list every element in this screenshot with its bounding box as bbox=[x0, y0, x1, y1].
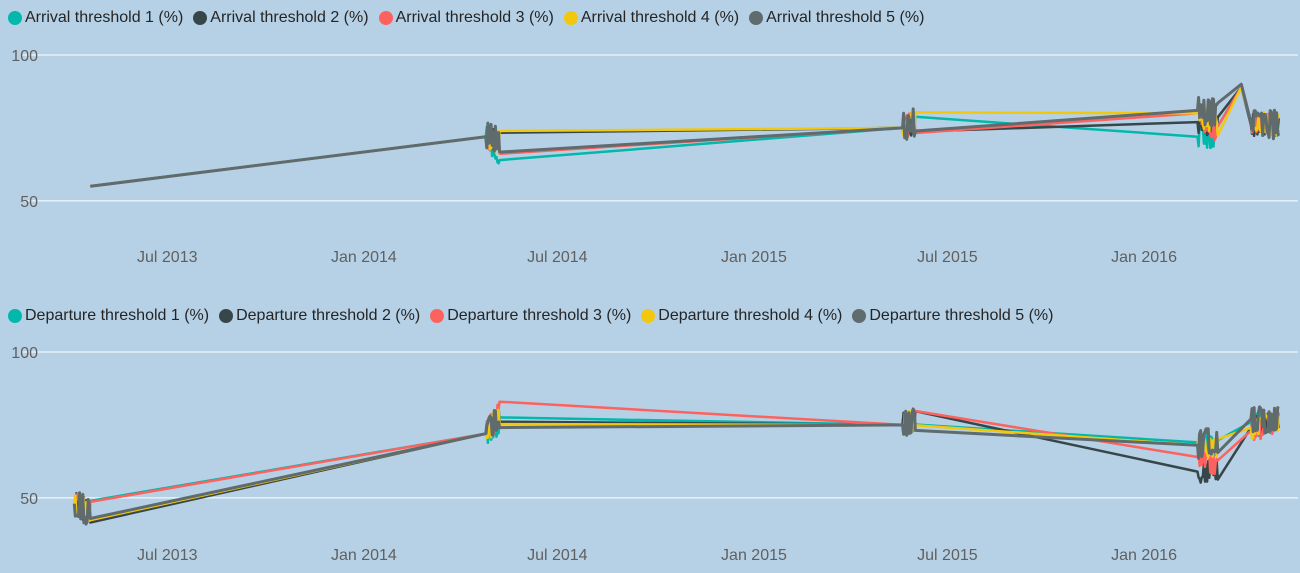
departure-line-chart[interactable]: 100 50 Jul 2013 Jan 2014 Jul 2014 Jan 2015 Jul… bbox=[0, 298, 1300, 573]
legend-label: Arrival threshold 5 (%) bbox=[766, 9, 925, 26]
legend-dot-icon bbox=[563, 11, 578, 25]
legend-label: Departure threshold 3 (%) bbox=[447, 307, 632, 324]
legend-label: Arrival threshold 2 (%) bbox=[210, 9, 369, 26]
legend-item[interactable]: Departure threshold 3 (%) bbox=[430, 307, 631, 325]
legend-dot-icon bbox=[852, 309, 867, 323]
series-line[interactable] bbox=[90, 85, 1280, 188]
legend-dot-icon bbox=[8, 309, 22, 323]
arrival-chart-panel: Arrival threshold 1 (%) Arrival threshol… bbox=[0, 0, 1300, 290]
legend-item[interactable]: Departure threshold 1 (%) bbox=[8, 307, 209, 325]
y-tick-label: 100 bbox=[11, 345, 38, 362]
legend-item[interactable]: Arrival threshold 4 (%) bbox=[563, 9, 740, 27]
x-tick-label: Jul 2014 bbox=[527, 249, 588, 266]
series-line[interactable] bbox=[90, 82, 1281, 188]
legend-item[interactable]: Arrival threshold 5 (%) bbox=[749, 9, 924, 27]
legend-dot-icon bbox=[219, 309, 234, 323]
legend-item[interactable]: Departure threshold 5 (%) bbox=[852, 307, 1053, 325]
legend-label: Arrival threshold 1 (%) bbox=[25, 9, 184, 26]
legend-dot-icon bbox=[193, 11, 208, 25]
x-tick-label: Jul 2013 bbox=[137, 249, 198, 266]
legend-dot-icon bbox=[8, 11, 22, 25]
legend-label: Departure threshold 1 (%) bbox=[25, 307, 210, 324]
x-tick-label: Jan 2014 bbox=[331, 547, 397, 564]
series-line[interactable] bbox=[90, 85, 1280, 188]
x-tick-label: Jan 2016 bbox=[1111, 249, 1177, 266]
legend-dot-icon bbox=[430, 309, 445, 323]
x-tick-label: Jan 2015 bbox=[721, 249, 787, 266]
series-line[interactable] bbox=[72, 405, 1280, 526]
departure-legend: Departure threshold 1 (%) Departure thre… bbox=[8, 307, 1063, 325]
legend-dot-icon bbox=[378, 11, 393, 25]
legend-label: Arrival threshold 3 (%) bbox=[395, 9, 554, 26]
departure-chart-panel: Departure threshold 1 (%) Departure thre… bbox=[0, 298, 1300, 573]
series-line[interactable] bbox=[73, 400, 1280, 520]
x-tick-label: Jan 2016 bbox=[1111, 547, 1177, 564]
legend-item[interactable]: Departure threshold 4 (%) bbox=[641, 307, 842, 325]
x-tick-label: Jul 2013 bbox=[137, 547, 198, 564]
x-tick-label: Jul 2015 bbox=[917, 547, 978, 564]
series-line[interactable] bbox=[90, 85, 1280, 188]
y-tick-label: 50 bbox=[20, 194, 38, 211]
arrival-legend: Arrival threshold 1 (%) Arrival threshol… bbox=[8, 9, 934, 27]
x-tick-label: Jul 2015 bbox=[917, 249, 978, 266]
legend-label: Arrival threshold 4 (%) bbox=[580, 9, 740, 26]
legend-item[interactable]: Departure threshold 2 (%) bbox=[219, 307, 420, 325]
x-tick-label: Jan 2014 bbox=[331, 249, 397, 266]
arrival-line-chart[interactable]: 100 50 Jul 2013 Jan 2014 Jul 2014 Jan 2015 Jul… bbox=[0, 0, 1300, 290]
y-tick-label: 50 bbox=[20, 491, 38, 508]
legend-dot-icon bbox=[749, 11, 764, 25]
legend-item[interactable]: Arrival threshold 2 (%) bbox=[193, 9, 369, 27]
x-tick-label: Jan 2015 bbox=[721, 547, 787, 564]
legend-label: Departure threshold 2 (%) bbox=[236, 307, 421, 324]
y-tick-label: 100 bbox=[11, 48, 38, 65]
legend-item[interactable]: Arrival threshold 1 (%) bbox=[8, 9, 183, 27]
legend-item[interactable]: Arrival threshold 3 (%) bbox=[378, 9, 554, 27]
legend-dot-icon bbox=[641, 309, 656, 323]
series-line[interactable] bbox=[90, 85, 1280, 188]
legend-label: Departure threshold 5 (%) bbox=[869, 307, 1054, 324]
legend-label: Departure threshold 4 (%) bbox=[658, 307, 843, 324]
x-tick-label: Jul 2014 bbox=[527, 547, 588, 564]
